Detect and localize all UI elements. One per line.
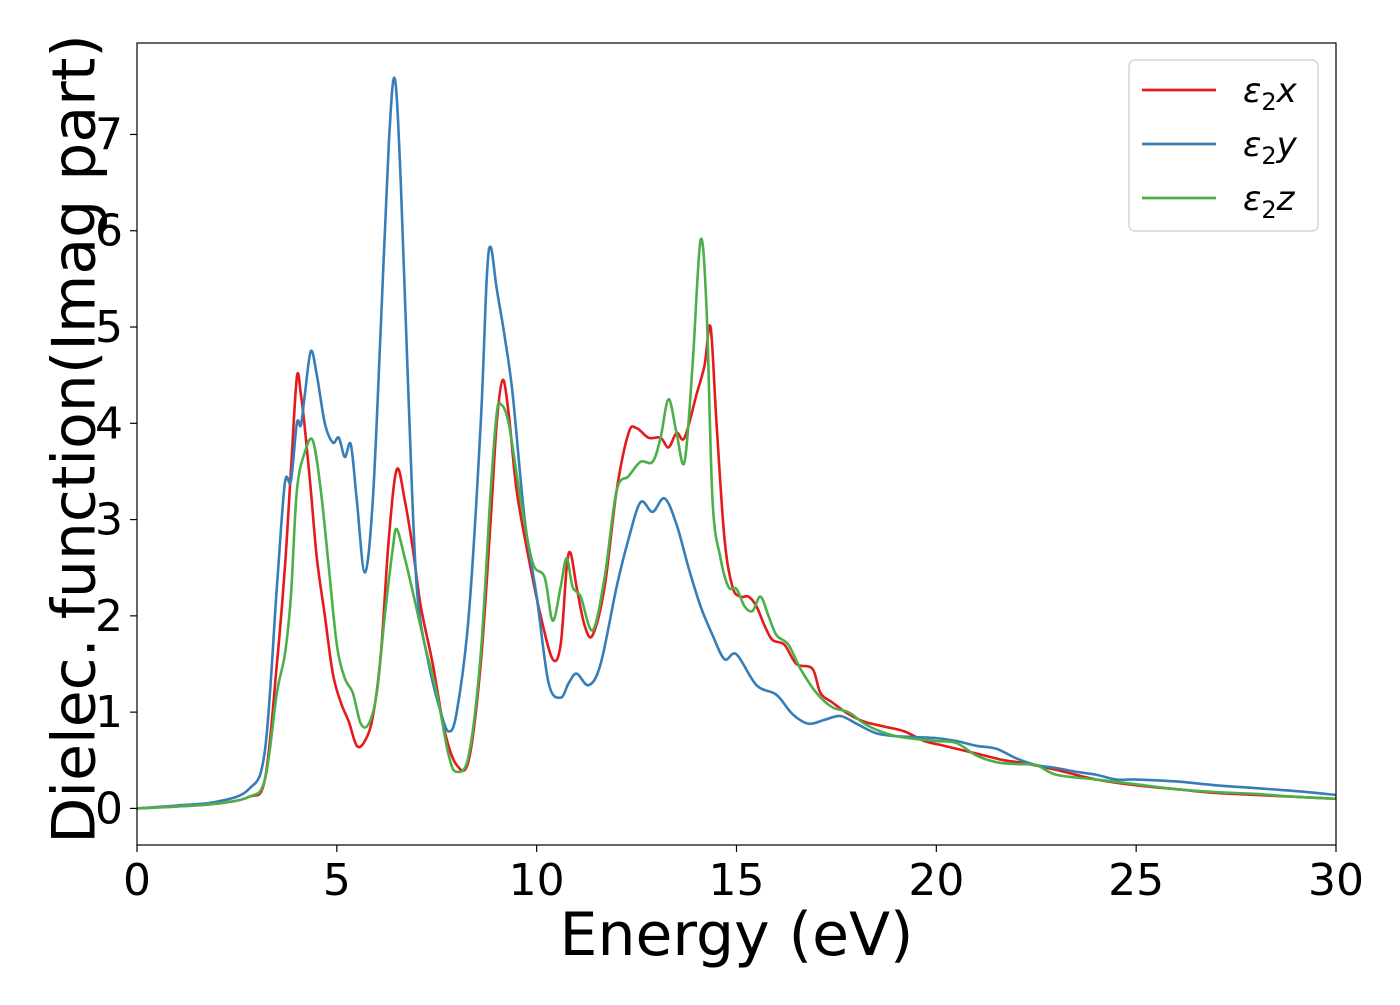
legend-label: ε2y xyxy=(1243,125,1298,170)
y-tick-label: 2 xyxy=(95,591,123,642)
legend-label: ε2z xyxy=(1243,179,1296,224)
y-axis-title: Dielec. function(Imag part) xyxy=(40,34,110,844)
x-tick-label: 15 xyxy=(709,855,765,906)
x-axis-ticks: 0 5 10 15 20 25 30 xyxy=(123,845,1364,906)
legend-item-e2z: ε2z xyxy=(1142,179,1296,224)
y-tick-label: 7 xyxy=(95,109,123,160)
x-tick-label: 10 xyxy=(509,855,565,906)
y-tick-label: 5 xyxy=(95,302,123,353)
y-tick-label: 0 xyxy=(95,783,123,834)
legend-box xyxy=(1128,59,1319,232)
legend: ε2x ε2y ε2z xyxy=(1128,59,1319,232)
series-line-e2x xyxy=(137,324,1336,810)
x-axis-title: Energy (eV) xyxy=(560,900,914,970)
series-layer xyxy=(137,76,1336,810)
legend-item-e2x: ε2x xyxy=(1142,71,1298,116)
y-tick-label: 3 xyxy=(95,495,123,546)
y-tick-label: 6 xyxy=(95,206,123,257)
x-tick-label: 25 xyxy=(1108,855,1164,906)
x-tick-label: 0 xyxy=(123,855,151,906)
y-tick-label: 1 xyxy=(95,687,123,738)
x-tick-label: 5 xyxy=(323,855,351,906)
series-line-e2z xyxy=(137,237,1336,810)
legend-label: ε2x xyxy=(1243,71,1298,116)
x-tick-label: 20 xyxy=(908,855,964,906)
legend-item-e2y: ε2y xyxy=(1142,125,1298,170)
y-tick-label: 4 xyxy=(95,398,123,449)
y-axis-ticks: 0 1 2 3 4 5 6 7 xyxy=(95,109,137,834)
x-tick-label: 30 xyxy=(1308,855,1364,906)
